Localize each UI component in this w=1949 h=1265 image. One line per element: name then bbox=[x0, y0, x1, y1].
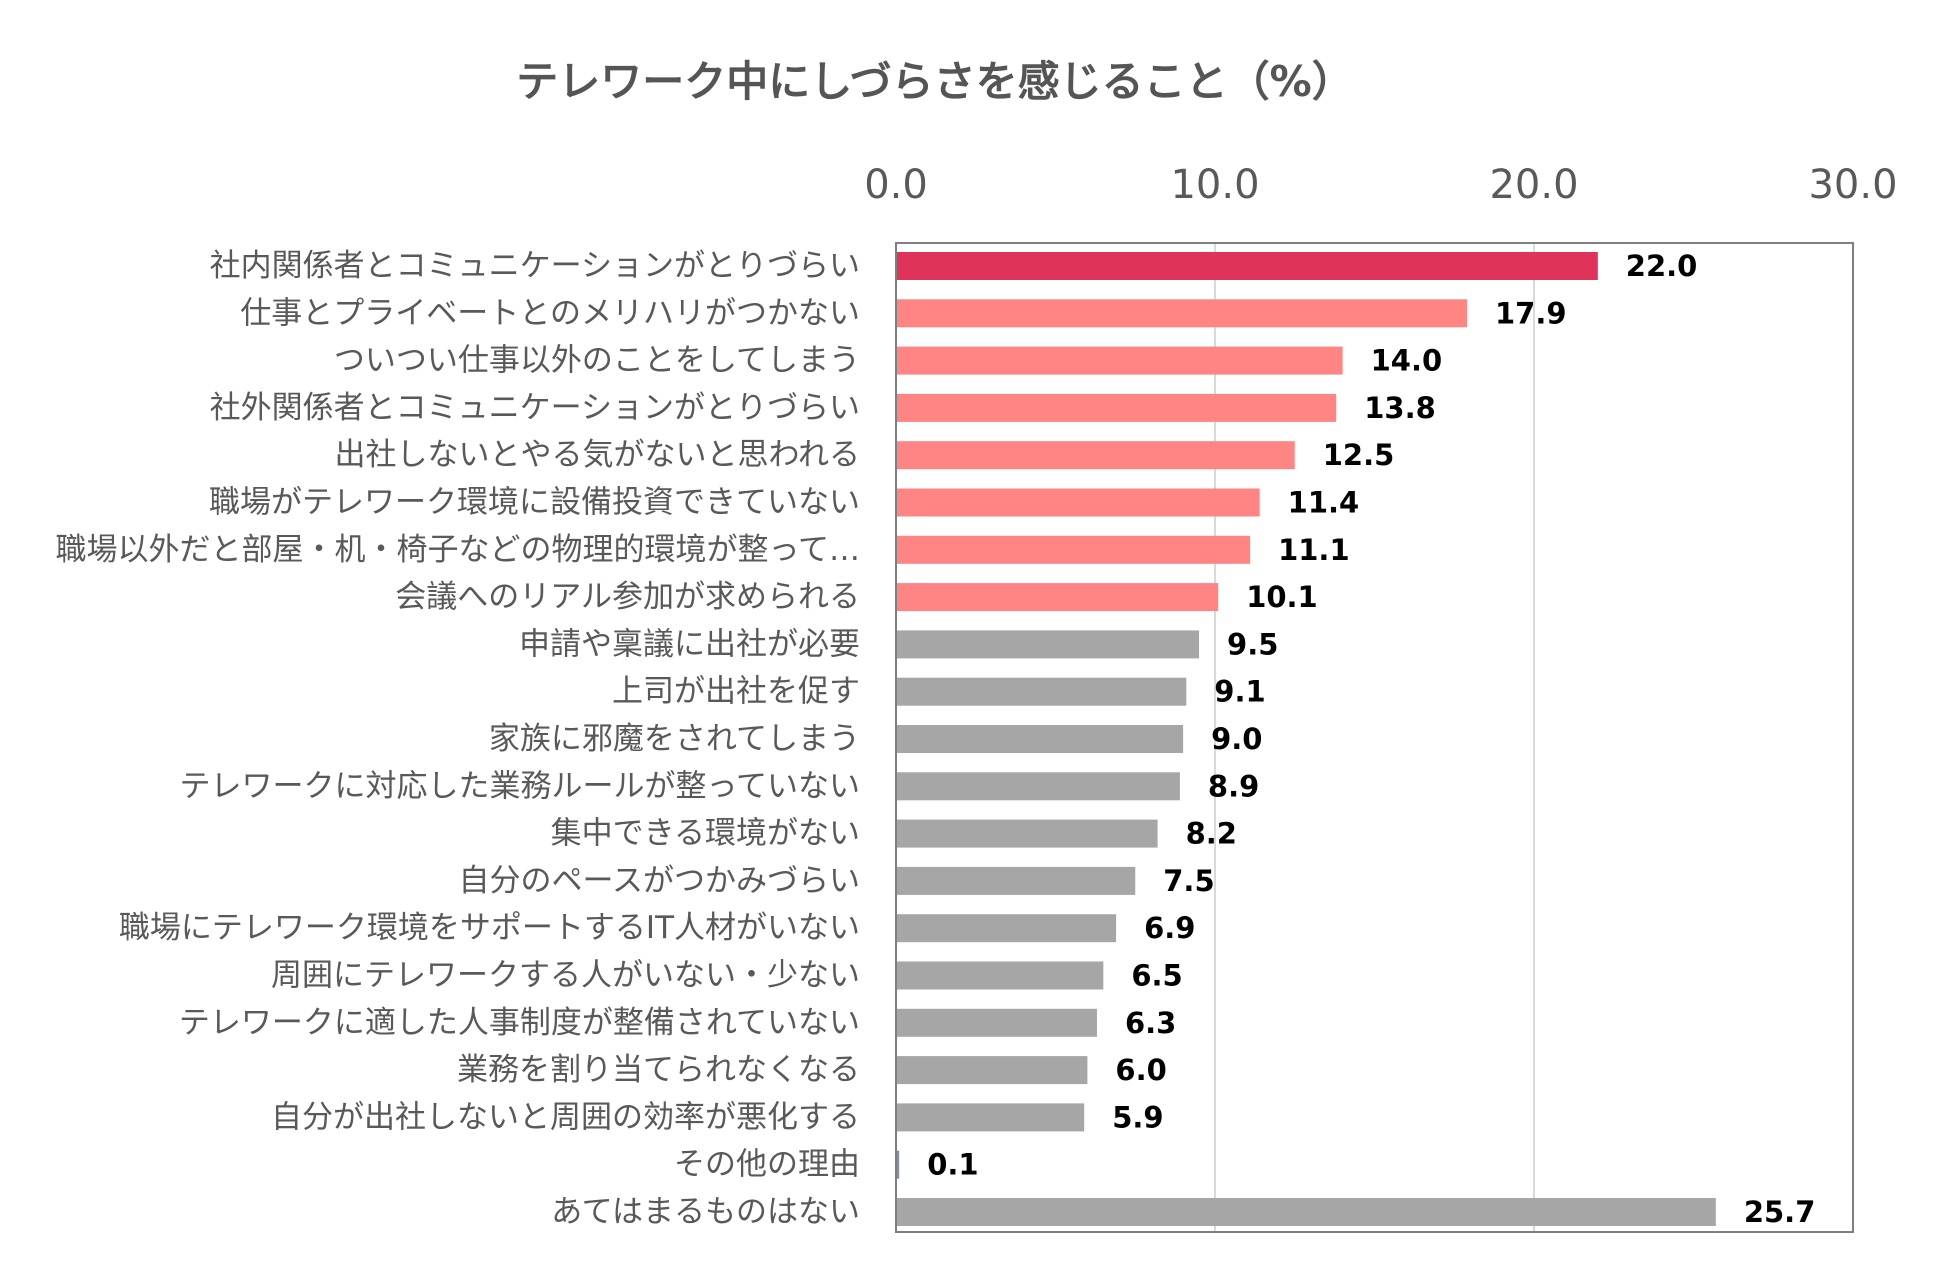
value-label: 10.1 bbox=[1246, 580, 1318, 614]
value-label: 8.9 bbox=[1208, 769, 1259, 803]
category-label: 職場がテレワーク環境に設備投資できていない bbox=[209, 485, 860, 521]
bar bbox=[896, 393, 1337, 422]
category-label: 会議へのリアル参加が求められる bbox=[395, 579, 860, 615]
x-tick-label: 10.0 bbox=[1170, 162, 1259, 208]
bar bbox=[896, 535, 1251, 564]
bar bbox=[896, 630, 1200, 659]
value-label: 17.9 bbox=[1495, 296, 1567, 330]
category-label: 集中できる環境がない bbox=[551, 816, 860, 852]
value-label: 14.0 bbox=[1371, 344, 1443, 378]
category-label: 職場にテレワーク環境をサポートするIT人材がいない bbox=[119, 910, 860, 946]
bar bbox=[896, 1056, 1088, 1085]
category-label: 社外関係者とコミュニケーションがとりづらい bbox=[210, 390, 860, 426]
bar bbox=[896, 819, 1158, 848]
value-label: 6.5 bbox=[1131, 959, 1182, 993]
bar bbox=[896, 961, 1104, 990]
bar bbox=[896, 1103, 1085, 1132]
value-label: 13.8 bbox=[1364, 391, 1436, 425]
chart-title: テレワーク中にしづらさを感じること（%） bbox=[516, 57, 1354, 106]
bar bbox=[896, 914, 1117, 943]
bar bbox=[896, 1198, 1716, 1226]
bar bbox=[896, 725, 1184, 753]
category-label: 申請や稟議に出社が必要 bbox=[519, 626, 860, 662]
bar bbox=[896, 252, 1598, 280]
value-label: 22.0 bbox=[1626, 249, 1698, 283]
value-label: 0.1 bbox=[927, 1148, 978, 1182]
value-label: 9.1 bbox=[1214, 675, 1265, 709]
value-label: 5.9 bbox=[1112, 1100, 1163, 1134]
category-label: 仕事とプライベートとのメリハリがつかない bbox=[240, 295, 860, 331]
category-label: 周囲にテレワークする人がいない・少ない bbox=[271, 958, 860, 994]
value-label: 11.1 bbox=[1278, 533, 1350, 567]
value-label: 12.5 bbox=[1323, 438, 1395, 472]
bar bbox=[896, 441, 1295, 470]
category-label: 自分のペースがつかみづらい bbox=[459, 863, 860, 899]
value-label: 9.5 bbox=[1227, 627, 1278, 661]
category-label: 上司が出社を促す bbox=[612, 674, 860, 710]
bar bbox=[896, 1008, 1097, 1037]
bar bbox=[896, 488, 1260, 517]
x-axis-ticks: 0.0 10.0 20.0 30.0 bbox=[864, 162, 1897, 208]
value-label: 6.9 bbox=[1144, 911, 1195, 945]
x-tick-label: 20.0 bbox=[1489, 162, 1578, 208]
category-labels: 社内関係者とコミュニケーションがとりづらい仕事とプライベートとのメリハリがつかな… bbox=[56, 248, 860, 1230]
bar bbox=[896, 299, 1468, 328]
bar bbox=[896, 866, 1136, 895]
value-label: 8.2 bbox=[1186, 817, 1237, 851]
category-label: あてはまるものはない bbox=[551, 1194, 860, 1230]
category-label: テレワークに対応した業務ルールが整っていない bbox=[180, 768, 860, 804]
plot-frame bbox=[895, 242, 1854, 1233]
category-label: ついつい仕事以外のことをしてしまう bbox=[334, 343, 860, 379]
bar bbox=[896, 677, 1187, 706]
category-label: テレワークに適した人事制度が整備されていない bbox=[179, 1005, 860, 1041]
category-label: 出社しないとやる気がないと思われる bbox=[335, 437, 860, 473]
value-label: 6.3 bbox=[1125, 1006, 1176, 1040]
value-label: 6.0 bbox=[1115, 1053, 1166, 1087]
x-tick-label: 0.0 bbox=[864, 162, 928, 208]
bar bbox=[896, 583, 1219, 612]
category-label: 家族に邪魔をされてしまう bbox=[489, 721, 860, 757]
category-label: 自分が出社しないと周囲の効率が悪化する bbox=[271, 1099, 860, 1135]
bar bbox=[896, 346, 1343, 375]
category-label: 業務を割り当てられなくなる bbox=[457, 1052, 860, 1088]
bars bbox=[896, 252, 1716, 1226]
value-label: 25.7 bbox=[1744, 1195, 1816, 1229]
bar bbox=[896, 1150, 900, 1179]
value-label: 9.0 bbox=[1211, 722, 1262, 756]
category-label: その他の理由 bbox=[674, 1147, 860, 1183]
bar bbox=[896, 772, 1180, 801]
x-tick-label: 30.0 bbox=[1808, 162, 1897, 208]
category-label: 社内関係者とコミュニケーションがとりづらい bbox=[210, 248, 860, 284]
value-label: 7.5 bbox=[1163, 864, 1214, 898]
value-label: 11.4 bbox=[1288, 486, 1360, 520]
value-labels: 22.0 17.9 14.0 13.8 12.5 11.4 11.1 10.1 9.5 9.1 9.… bbox=[927, 249, 1815, 1229]
category-label: 職場以外だと部屋・机・椅子などの物理的環境が整って… bbox=[56, 532, 860, 568]
